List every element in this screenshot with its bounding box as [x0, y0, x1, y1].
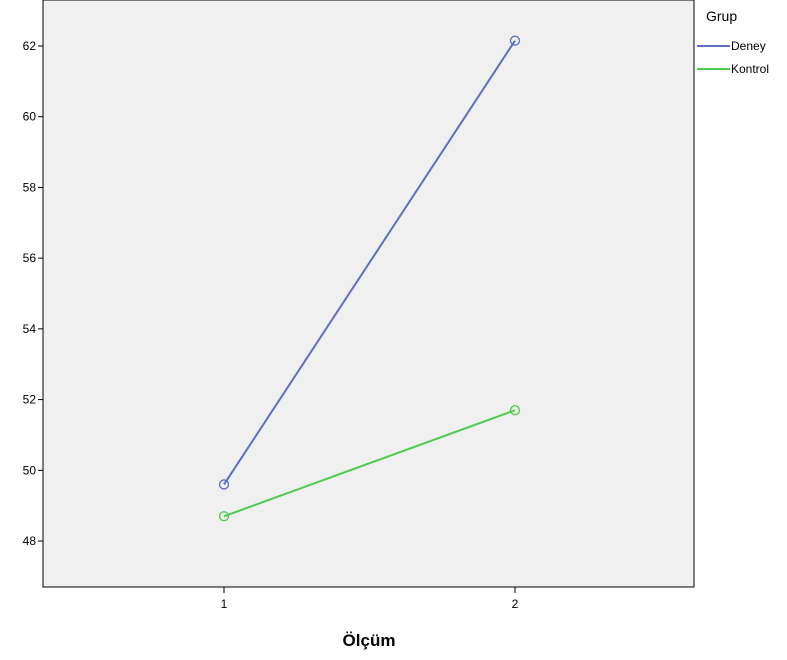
y-tick-label: 58 — [23, 180, 37, 194]
x-tick-label: 1 — [221, 597, 228, 611]
y-tick-label: 50 — [23, 463, 37, 477]
series-line-deney — [223, 40, 516, 486]
legend-label-kontrol: Kontrol — [731, 62, 769, 76]
series-line-kontrol — [223, 409, 516, 518]
data-point-deney-1 — [218, 479, 230, 490]
y-tick-label: 48 — [23, 534, 37, 548]
data-point-deney-2 — [509, 35, 521, 46]
y-tick-label: 62 — [23, 39, 37, 53]
legend-title: Grup — [706, 8, 737, 24]
y-tick-label: 54 — [23, 322, 37, 336]
legend: Grup Deney Kontrol — [697, 8, 769, 76]
y-axis: 48 50 52 54 56 58 60 62 — [23, 39, 43, 548]
data-point-kontrol-1 — [218, 511, 230, 522]
y-tick-label: 60 — [23, 110, 37, 124]
data-point-kontrol-2 — [509, 405, 521, 416]
x-axis-title: Ölçüm — [343, 631, 396, 650]
legend-items: Deney Kontrol — [697, 39, 769, 76]
plot-area — [42, 0, 695, 588]
series-layer — [218, 35, 521, 522]
x-tick-label: 2 — [512, 597, 519, 611]
y-tick-label: 56 — [23, 251, 37, 265]
y-tick-label: 52 — [23, 393, 37, 407]
legend-label-deney: Deney — [731, 39, 766, 53]
